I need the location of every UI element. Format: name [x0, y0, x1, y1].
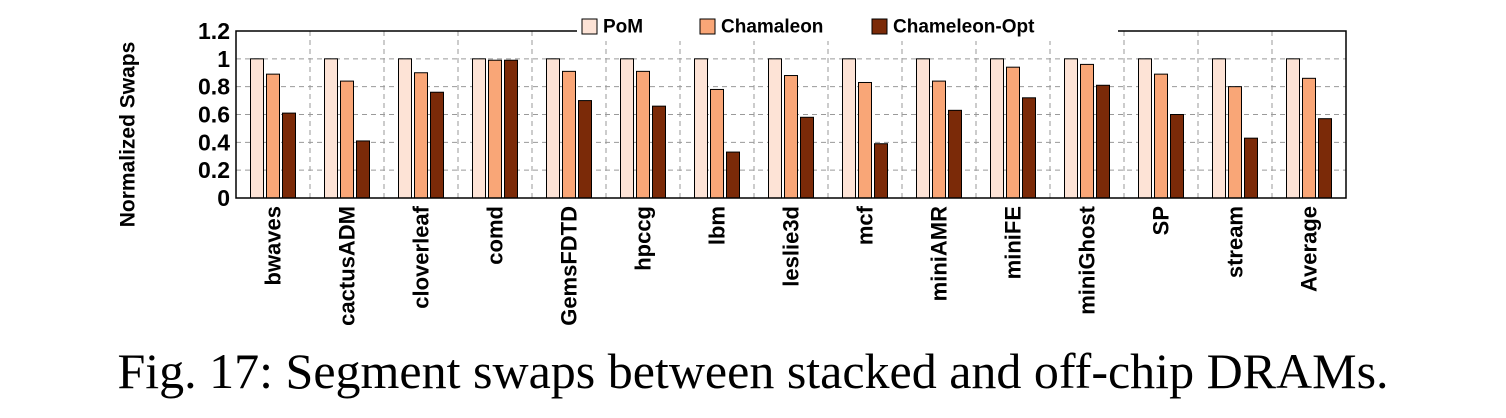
x-tick-label: hpccg	[631, 206, 656, 271]
legend-swatch	[699, 18, 716, 35]
bar-chameleon-opt-leslie3d	[800, 116, 814, 199]
bar-pom-leslie3d	[768, 58, 782, 199]
legend-box	[577, 12, 1118, 41]
bar-chameleon-opt-sp	[1170, 114, 1184, 199]
bar-chamaleon-leslie3d	[784, 75, 798, 199]
legend-swatch	[581, 18, 598, 35]
x-tick-label: miniGhost	[1075, 205, 1100, 314]
legend-label: Chamaleon	[721, 17, 823, 38]
bars	[250, 58, 1332, 199]
bar-chamaleon-minighost	[1080, 63, 1094, 199]
x-tick-label: leslie3d	[779, 206, 804, 287]
bar-pom-stream	[1212, 58, 1226, 199]
bar-pom-lbm	[694, 58, 708, 199]
bar-chameleon-opt-average	[1318, 118, 1332, 199]
legend-swatch	[871, 18, 888, 35]
bar-chameleon-opt-minife	[1022, 97, 1036, 199]
bar-chameleon-opt-cloverleaf	[430, 91, 444, 199]
bar-pom-hpccg	[620, 58, 634, 199]
bar-pom-cactusadm	[324, 58, 338, 199]
y-axis-label: Normalized Swaps	[117, 42, 140, 228]
x-tick-label: GemsFDTD	[557, 206, 582, 326]
x-tick-label: cactusADM	[335, 206, 360, 326]
y-tick-label: 0.8	[198, 74, 230, 100]
legend: PoM Chamaleon Chameleon-Opt	[577, 12, 1118, 41]
bar-chameleon-opt-stream	[1244, 137, 1258, 199]
bar-chamaleon-average	[1302, 77, 1316, 199]
bar-chamaleon-lbm	[710, 88, 724, 199]
bar-chamaleon-stream	[1228, 86, 1242, 199]
bar-pom-cloverleaf	[398, 58, 412, 199]
bar-chameleon-opt-gemsfdtd	[578, 100, 592, 199]
y-tick-label: 0.4	[198, 129, 230, 155]
axes: bwaves cactusADM cloverleaf comd GemsFDTD hpc…	[198, 18, 1347, 326]
bar-chameleon-opt-mcf	[874, 143, 888, 199]
y-tick-label: 0.6	[198, 102, 230, 128]
bar-chameleon-opt-hpccg	[652, 105, 666, 199]
bar-chameleon-opt-comd	[504, 59, 518, 199]
x-tick-label: miniAMR	[927, 206, 952, 301]
x-tick-label: mcf	[853, 205, 878, 245]
x-tick-label: miniFE	[1001, 206, 1026, 279]
y-tick-label: 0.2	[198, 157, 230, 183]
y-tick-label: 1	[217, 46, 230, 72]
bar-chamaleon-gemsfdtd	[562, 70, 576, 199]
bar-chamaleon-comd	[488, 59, 502, 199]
bar-pom-average	[1286, 58, 1300, 199]
bar-pom-comd	[472, 58, 486, 199]
x-tick-label: cloverleaf	[409, 205, 434, 308]
bar-chameleon-opt-miniamr	[948, 109, 962, 199]
x-tick-label: lbm	[705, 206, 730, 245]
bar-pom-sp	[1138, 58, 1152, 199]
bar-chamaleon-mcf	[858, 81, 872, 199]
bar-chameleon-opt-cactusadm	[356, 140, 370, 199]
bar-chamaleon-cactusadm	[340, 80, 354, 199]
bar-pom-bwaves	[250, 58, 264, 199]
bar-pom-mcf	[842, 58, 856, 199]
bar-chamaleon-hpccg	[636, 70, 650, 199]
bar-chamaleon-cloverleaf	[414, 72, 428, 199]
legend-label: PoM	[603, 17, 643, 38]
bar-chameleon-opt-bwaves	[282, 112, 296, 199]
x-tick-label: bwaves	[261, 206, 286, 286]
bar-pom-gemsfdtd	[546, 58, 560, 199]
bar-chamaleon-sp	[1154, 73, 1168, 199]
bar-chamaleon-bwaves	[266, 73, 280, 199]
x-tick-label: SP	[1149, 206, 1174, 235]
bar-chameleon-opt-lbm	[726, 151, 740, 199]
y-tick-label: 0	[217, 185, 230, 211]
bar-chameleon-opt-minighost	[1096, 84, 1110, 199]
y-tick-label: 1.2	[198, 18, 230, 44]
bar-chamaleon-miniamr	[932, 80, 946, 199]
x-tick-label: Average	[1297, 206, 1322, 292]
bar-chamaleon-minife	[1006, 66, 1020, 199]
figure-caption: Fig. 17: Segment swaps between stacked a…	[117, 343, 1389, 399]
x-tick-label: stream	[1223, 206, 1248, 278]
x-tick-label: comd	[483, 206, 508, 265]
bar-pom-minife	[990, 58, 1004, 199]
bar-pom-miniamr	[916, 58, 930, 199]
bar-pom-minighost	[1064, 58, 1078, 199]
legend-label: Chameleon-Opt	[893, 17, 1035, 38]
